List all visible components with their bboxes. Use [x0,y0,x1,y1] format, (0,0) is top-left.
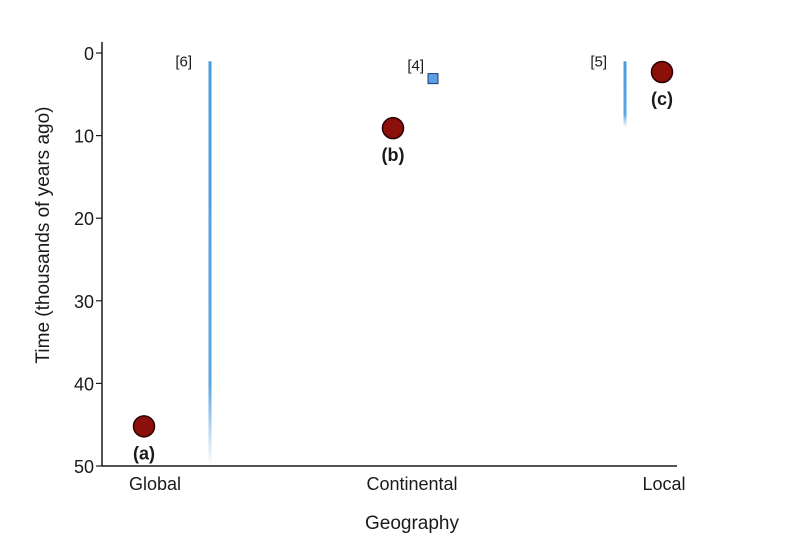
reference-marks: [6] [4] [5] [175,53,627,466]
point-label: (a) [133,443,155,463]
y-tick-label: 40 [74,374,94,394]
x-tick-label: Continental [366,474,457,494]
data-point [381,116,405,140]
point-label: (b) [382,145,405,165]
y-tick-label: 0 [84,44,94,64]
y-axis-title: Time (thousands of years ago) [33,107,54,364]
point-label: (c) [651,89,673,109]
axes [101,42,677,467]
data-point [132,415,156,438]
x-tick-label: Local [642,474,685,494]
reference-label: [4] [407,58,424,75]
y-tick-label: 30 [74,292,94,312]
data-point [650,60,674,84]
y-tick-label: 50 [74,457,94,477]
x-axis-title: Geography [365,513,460,534]
y-tick-label: 10 [74,127,94,147]
data-points: (a) (b) (c) [132,60,674,463]
reference-label: [5] [590,53,607,70]
y-tick-label: 20 [74,209,94,229]
x-ticks: Global Continental Local [129,474,686,494]
reference-bar [623,61,627,128]
x-tick-label: Global [129,474,181,494]
y-ticks: 0 10 20 30 40 50 [74,44,102,477]
reference-square [427,73,439,85]
reference-bar [208,61,212,466]
reference-label: [6] [175,53,192,70]
